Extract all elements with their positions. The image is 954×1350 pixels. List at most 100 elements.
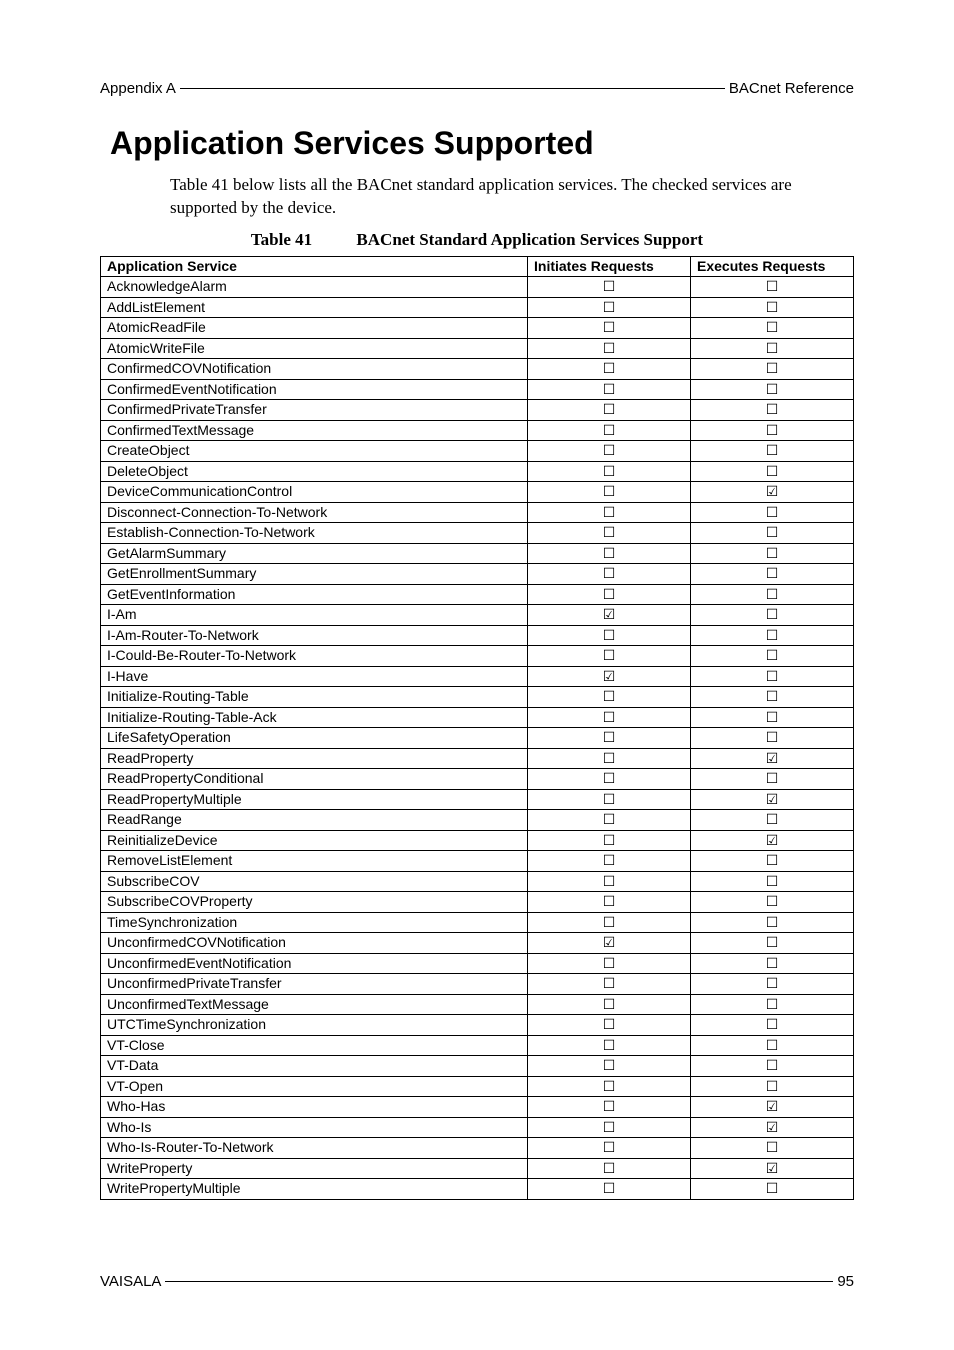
initiates-cell: ☐ [528,953,691,974]
executes-cell: ☐ [691,851,854,872]
executes-cell: ☐ [691,605,854,626]
initiates-cell: ☐ [528,994,691,1015]
table-row: AtomicWriteFile☐☐ [101,338,854,359]
executes-cell: ☐ [691,953,854,974]
header-doc-title: BACnet Reference [729,80,854,97]
service-name-cell: ConfirmedEventNotification [101,379,528,400]
executes-cell: ☐ [691,912,854,933]
initiates-cell: ☐ [528,1076,691,1097]
initiates-cell: ☑ [528,605,691,626]
initiates-cell: ☐ [528,1056,691,1077]
table-row: UnconfirmedTextMessage☐☐ [101,994,854,1015]
table-row: AtomicReadFile☐☐ [101,318,854,339]
initiates-cell: ☐ [528,830,691,851]
col-header-executes: Executes Requests [691,256,854,277]
service-name-cell: ConfirmedCOVNotification [101,359,528,380]
service-name-cell: AcknowledgeAlarm [101,277,528,298]
table-row: DeleteObject☐☐ [101,461,854,482]
service-name-cell: ReadPropertyConditional [101,769,528,790]
initiates-cell: ☐ [528,297,691,318]
initiates-cell: ☐ [528,564,691,585]
initiates-cell: ☐ [528,769,691,790]
table-row: ReadRange☐☐ [101,810,854,831]
service-name-cell: TimeSynchronization [101,912,528,933]
table-row: ReadPropertyConditional☐☐ [101,769,854,790]
col-header-service: Application Service [101,256,528,277]
executes-cell: ☑ [691,789,854,810]
footer-rule [165,1281,833,1282]
initiates-cell: ☐ [528,502,691,523]
executes-cell: ☐ [691,625,854,646]
service-name-cell: Who-Has [101,1097,528,1118]
service-name-cell: WritePropertyMultiple [101,1179,528,1200]
executes-cell: ☐ [691,543,854,564]
initiates-cell: ☑ [528,666,691,687]
table-row: UnconfirmedPrivateTransfer☐☐ [101,974,854,995]
service-name-cell: I-Could-Be-Router-To-Network [101,646,528,667]
service-name-cell: Establish-Connection-To-Network [101,523,528,544]
initiates-cell: ☐ [528,707,691,728]
executes-cell: ☑ [691,1097,854,1118]
initiates-cell: ☐ [528,318,691,339]
initiates-cell: ☐ [528,379,691,400]
service-name-cell: SubscribeCOVProperty [101,892,528,913]
service-name-cell: VT-Data [101,1056,528,1077]
executes-cell: ☑ [691,482,854,503]
initiates-cell: ☐ [528,482,691,503]
table-caption: Table 41 BACnet Standard Application Ser… [100,230,854,250]
service-name-cell: ConfirmedPrivateTransfer [101,400,528,421]
service-name-cell: I-Have [101,666,528,687]
table-row: VT-Data☐☐ [101,1056,854,1077]
service-name-cell: DeleteObject [101,461,528,482]
service-name-cell: ReadProperty [101,748,528,769]
executes-cell: ☐ [691,666,854,687]
initiates-cell: ☐ [528,338,691,359]
table-row: Who-Is☐☑ [101,1117,854,1138]
service-name-cell: ReadRange [101,810,528,831]
table-row: AddListElement☐☐ [101,297,854,318]
initiates-cell: ☐ [528,892,691,913]
executes-cell: ☐ [691,318,854,339]
table-row: I-Am-Router-To-Network☐☐ [101,625,854,646]
executes-cell: ☐ [691,769,854,790]
table-row: SubscribeCOVProperty☐☐ [101,892,854,913]
initiates-cell: ☐ [528,728,691,749]
service-name-cell: UnconfirmedPrivateTransfer [101,974,528,995]
table-row: WriteProperty☐☑ [101,1158,854,1179]
table-row: RemoveListElement☐☐ [101,851,854,872]
executes-cell: ☐ [691,810,854,831]
initiates-cell: ☐ [528,974,691,995]
col-header-initiates: Initiates Requests [528,256,691,277]
initiates-cell: ☐ [528,461,691,482]
initiates-cell: ☐ [528,1179,691,1200]
table-row: TimeSynchronization☐☐ [101,912,854,933]
executes-cell: ☐ [691,584,854,605]
table-row: GetAlarmSummary☐☐ [101,543,854,564]
service-name-cell: VT-Close [101,1035,528,1056]
initiates-cell: ☐ [528,277,691,298]
executes-cell: ☐ [691,297,854,318]
service-name-cell: ReinitializeDevice [101,830,528,851]
initiates-cell: ☐ [528,687,691,708]
executes-cell: ☐ [691,277,854,298]
table-row: ReadProperty☐☑ [101,748,854,769]
executes-cell: ☐ [691,461,854,482]
table-row: AcknowledgeAlarm☐☐ [101,277,854,298]
service-name-cell: UnconfirmedTextMessage [101,994,528,1015]
service-name-cell: CreateObject [101,441,528,462]
table-number: Table 41 [251,230,312,249]
initiates-cell: ☐ [528,789,691,810]
service-name-cell: VT-Open [101,1076,528,1097]
page-header: Appendix A BACnet Reference [100,80,854,97]
executes-cell: ☐ [691,1179,854,1200]
initiates-cell: ☐ [528,359,691,380]
service-name-cell: Who-Is-Router-To-Network [101,1138,528,1159]
executes-cell: ☐ [691,1035,854,1056]
table-row: I-Have☑☐ [101,666,854,687]
initiates-cell: ☐ [528,810,691,831]
initiates-cell: ☐ [528,420,691,441]
table-row: VT-Open☐☐ [101,1076,854,1097]
footer-brand: VAISALA [100,1273,161,1290]
table-header-row: Application Service Initiates Requests E… [101,256,854,277]
initiates-cell: ☐ [528,1015,691,1036]
